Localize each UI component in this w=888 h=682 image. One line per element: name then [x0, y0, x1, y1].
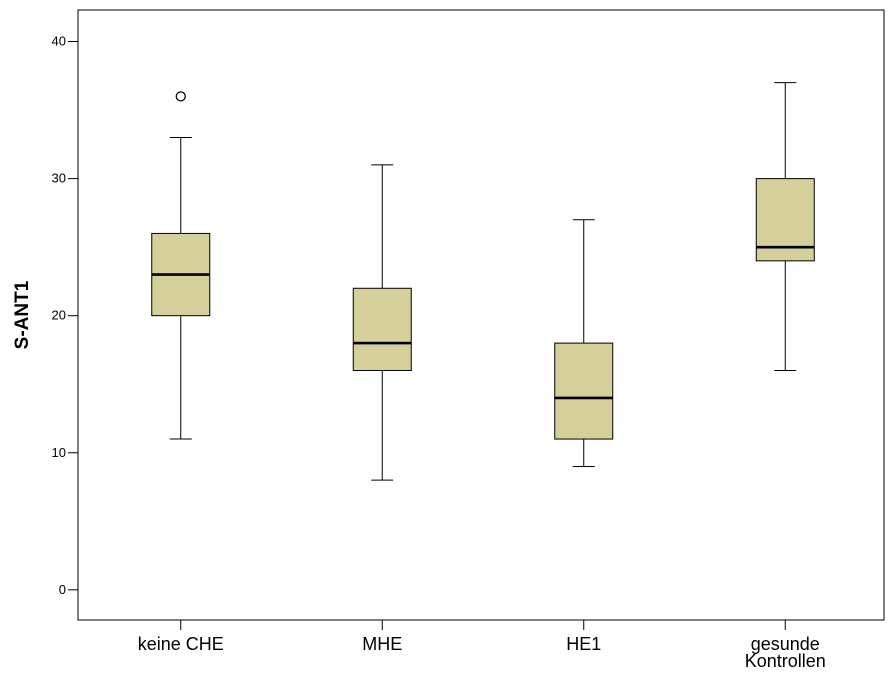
- x-axis: keine CHE MHE HE1 gesunde Kontrollen: [138, 620, 826, 671]
- x-category-label-line: Kontrollen: [745, 651, 826, 671]
- boxes: [151, 82, 815, 481]
- x-category-label-line: gesunde: [751, 634, 820, 654]
- iqr-box: [352, 287, 412, 372]
- y-tick-label: 30: [52, 171, 66, 186]
- plot-frame: [77, 9, 885, 621]
- y-tick-label: 20: [52, 308, 66, 323]
- box-group: [755, 82, 815, 372]
- x-category-label-line: HE1: [566, 634, 601, 654]
- box-group: [352, 164, 412, 481]
- y-axis: 0 10 20 30 40: [52, 34, 78, 597]
- outlier-point: [175, 91, 186, 102]
- x-category-label: MHE: [362, 634, 402, 654]
- box-group: [554, 219, 614, 467]
- iqr-box: [755, 178, 815, 262]
- x-category-label-line: MHE: [362, 634, 402, 654]
- y-tick-label: 0: [59, 582, 66, 597]
- y-axis-title: S-ANT1: [12, 280, 33, 349]
- x-category-label-line: keine CHE: [138, 634, 224, 654]
- iqr-box: [554, 342, 614, 440]
- box-group: [151, 91, 211, 440]
- x-category-label: gesunde Kontrollen: [745, 634, 826, 671]
- x-category-label: HE1: [566, 634, 601, 654]
- y-tick-label: 10: [52, 445, 66, 460]
- x-category-label: keine CHE: [138, 634, 224, 654]
- y-tick-label: 40: [52, 34, 66, 49]
